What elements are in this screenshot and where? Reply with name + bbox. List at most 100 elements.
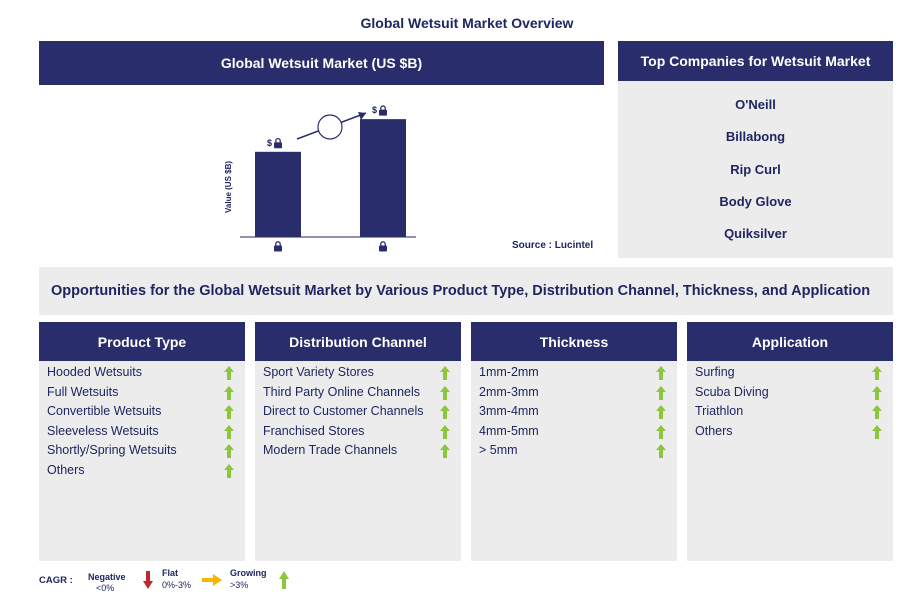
opportunities-banner: Opportunities for the Global Wetsuit Mar… [39, 267, 893, 315]
chart-category-lock-icon [379, 241, 387, 252]
segment-list: Hooded Wetsuits Full Wetsuits Convertible … [39, 361, 245, 481]
segment-item: 2mm-3mm [479, 384, 677, 404]
segment-application: Application Surfing Scuba Diving Triathlon O… [687, 322, 893, 561]
chart-value-lock-icon [274, 137, 282, 149]
up-arrow-icon [872, 424, 882, 439]
segment-item-label: > 5mm [479, 443, 518, 457]
top-companies-panel: Top Companies for Wetsuit Market O'Neill… [618, 41, 893, 258]
company-item: O'Neill [735, 97, 776, 112]
segment-item: Third Party Online Channels [263, 384, 461, 404]
segment-header: Thickness [471, 322, 677, 361]
segment-item: 3mm-4mm [479, 403, 677, 423]
chart-bar-value-label: $ [267, 138, 272, 148]
segment-item-label: Others [695, 423, 733, 438]
growth-arrow-icon [296, 112, 367, 140]
segment-item: Triathlon [695, 403, 893, 423]
top-companies-header: Top Companies for Wetsuit Market [618, 41, 893, 81]
segment-item-label: 3mm-4mm [479, 404, 539, 418]
up-arrow-icon [440, 405, 450, 419]
segment-list: Sport Variety Stores Third Party Online C… [255, 361, 461, 462]
segment-item-label: 1mm-2mm [479, 365, 539, 379]
segment-item-label: Surfing [695, 365, 735, 379]
up-arrow-icon [224, 385, 234, 400]
segment-item-label: Full Wetsuits [47, 384, 119, 399]
segment-header: Application [687, 322, 893, 361]
up-arrow-icon [224, 424, 234, 439]
up-arrow-icon [440, 366, 450, 380]
up-arrow-icon [224, 444, 234, 458]
segment-item: 4mm-5mm [479, 423, 677, 443]
segment-item: Franchised Stores [263, 423, 461, 443]
chart-value-lock-icon [379, 105, 387, 116]
chart-bar-value-label: $ [372, 105, 377, 115]
segment-item-label: 2mm-3mm [479, 384, 539, 399]
segment-list: 1mm-2mm 2mm-3mm 3mm-4mm 4mm-5mm > 5mm [471, 361, 677, 462]
up-arrow-icon [440, 424, 450, 439]
up-arrow-icon [440, 385, 450, 400]
segment-item-label: Sleeveless Wetsuits [47, 423, 159, 438]
legend-cagr-label: CAGR : [39, 575, 73, 586]
up-arrow-icon [872, 385, 882, 400]
legend-negative-label: Negative [88, 572, 126, 582]
segment-item-label: Sport Variety Stores [263, 365, 374, 379]
chart-category-lock-icon [274, 241, 282, 252]
up-arrow-icon [224, 463, 234, 478]
up-arrow-icon [656, 366, 666, 380]
segment-item: Shortly/Spring Wetsuits [47, 442, 245, 462]
segment-item: Hooded Wetsuits [47, 364, 245, 384]
up-arrow-icon [656, 444, 666, 458]
up-arrow-icon [656, 385, 666, 400]
up-arrow-icon [872, 405, 882, 419]
up-arrow-icon [872, 366, 882, 380]
up-arrow-icon [279, 571, 289, 589]
up-arrow-icon [656, 424, 666, 439]
segment-list: Surfing Scuba Diving Triathlon Others [687, 361, 893, 442]
segment-item: Sleeveless Wetsuits [47, 423, 245, 443]
segment-item-label: Triathlon [695, 404, 744, 418]
segment-item: Modern Trade Channels [263, 442, 461, 462]
segment-item-label: 4mm-5mm [479, 423, 539, 438]
segment-item: 1mm-2mm [479, 364, 677, 384]
segment-item-label: Direct to Customer Channels [263, 404, 424, 418]
segment-item-label: Third Party Online Channels [263, 384, 421, 399]
market-chart-header: Global Wetsuit Market (US $B) [39, 41, 604, 85]
cagr-legend: CAGR : Negative <0% Flat 0%-3% Growing >… [0, 565, 924, 604]
segment-item-label: Others [47, 462, 85, 477]
chart-bar [360, 119, 406, 237]
right-arrow-icon [202, 574, 222, 586]
segment-item: > 5mm [479, 442, 677, 462]
company-item: Body Glove [719, 193, 792, 209]
segment-item: Surfing [695, 364, 893, 384]
segment-item-label: Hooded Wetsuits [47, 365, 142, 379]
segment-thickness: Thickness 1mm-2mm 2mm-3mm 3mm-4mm 4mm-5mm > 5… [471, 322, 677, 561]
up-arrow-icon [224, 366, 234, 380]
segment-item: Convertible Wetsuits [47, 403, 245, 423]
segment-item: Sport Variety Stores [263, 364, 461, 384]
up-arrow-icon [440, 444, 450, 458]
segment-item-label: Scuba Diving [695, 384, 769, 399]
page-title: Global Wetsuit Market Overview [360, 15, 574, 31]
up-arrow-icon [656, 405, 666, 419]
legend-negative-range: <0% [96, 583, 115, 593]
legend-flat-range: 0%-3% [162, 580, 192, 590]
segment-item-label: Convertible Wetsuits [47, 404, 162, 418]
segment-item-label: Franchised Stores [263, 423, 365, 438]
segment-item: Full Wetsuits [47, 384, 245, 404]
chart-y-axis-label: Value (US $B) [224, 161, 233, 213]
company-list: O'Neill Billabong Rip Curl Body Glove Qu… [618, 81, 893, 258]
segment-product-type: Product Type Hooded Wetsuits Full Wetsuits… [39, 322, 245, 561]
market-bar-chart: Value (US $B) $ $ [224, 105, 416, 252]
segment-item: Scuba Diving [695, 384, 893, 404]
legend-growing-label: Growing [230, 568, 267, 578]
segment-item-label: Modern Trade Channels [263, 443, 398, 457]
segment-distribution-channel: Distribution Channel Sport Variety Stores… [255, 322, 461, 561]
segment-item-label: Shortly/Spring Wetsuits [47, 443, 177, 457]
segment-item: Others [695, 423, 893, 443]
down-arrow-icon [143, 571, 153, 589]
chart-source: Source : Lucintel [512, 240, 594, 251]
company-item: Quiksilver [724, 226, 787, 242]
company-item: Rip Curl [730, 161, 781, 177]
chart-bar [255, 151, 301, 237]
segment-header: Distribution Channel [255, 322, 461, 361]
up-arrow-icon [224, 405, 234, 419]
